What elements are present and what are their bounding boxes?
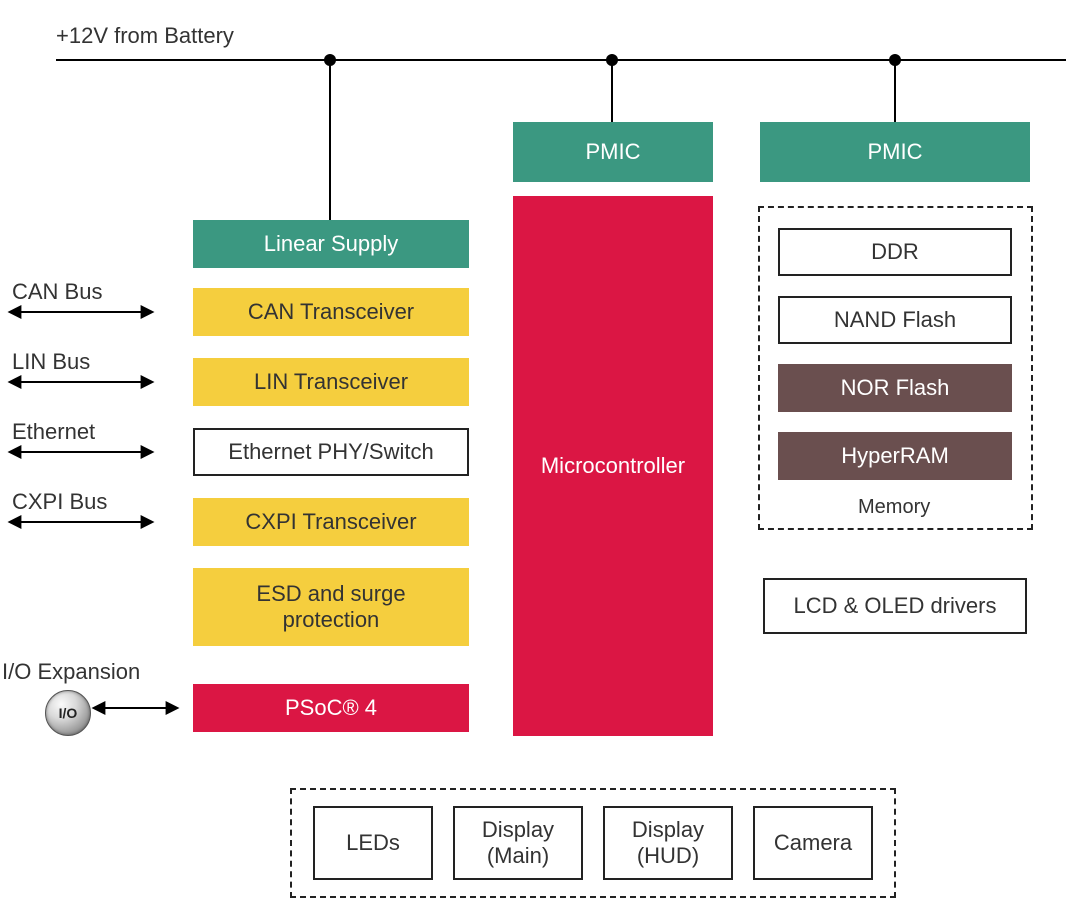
block-diagram: +12V from Battery I/O Expansion I/O CAN …	[0, 0, 1080, 913]
display-hud: Display (HUD)	[603, 806, 733, 880]
memory-group-label: Memory	[858, 496, 930, 518]
io-expansion-icon: I/O	[45, 690, 91, 736]
power-rail-label: +12V from Battery	[56, 24, 234, 48]
eth-phy-switch: Ethernet PHY/Switch	[193, 428, 469, 476]
can-transceiver: CAN Transceiver	[193, 288, 469, 336]
leds: LEDs	[313, 806, 433, 880]
cxpi-transceiver: CXPI Transceiver	[193, 498, 469, 546]
bus-label: CXPI Bus	[12, 490, 107, 514]
ddr: DDR	[778, 228, 1012, 276]
lcd-oled: LCD & OLED drivers	[763, 578, 1027, 634]
camera: Camera	[753, 806, 873, 880]
bus-label: Ethernet	[12, 420, 95, 444]
pmic-2: PMIC	[760, 122, 1030, 182]
display-main: Display (Main)	[453, 806, 583, 880]
psoc4: PSoC® 4	[193, 684, 469, 732]
io-expansion-icon-text: I/O	[59, 705, 78, 721]
bus-label: LIN Bus	[12, 350, 90, 374]
linear-supply: Linear Supply	[193, 220, 469, 268]
pmic-1: PMIC	[513, 122, 713, 182]
hyperram: HyperRAM	[778, 432, 1012, 480]
esd-surge: ESD and surge protection	[193, 568, 469, 646]
nor-flash: NOR Flash	[778, 364, 1012, 412]
microcontroller: Microcontroller	[513, 196, 713, 736]
lin-transceiver: LIN Transceiver	[193, 358, 469, 406]
io-expansion-label: I/O Expansion	[2, 660, 140, 684]
nand-flash: NAND Flash	[778, 296, 1012, 344]
bus-label: CAN Bus	[12, 280, 102, 304]
